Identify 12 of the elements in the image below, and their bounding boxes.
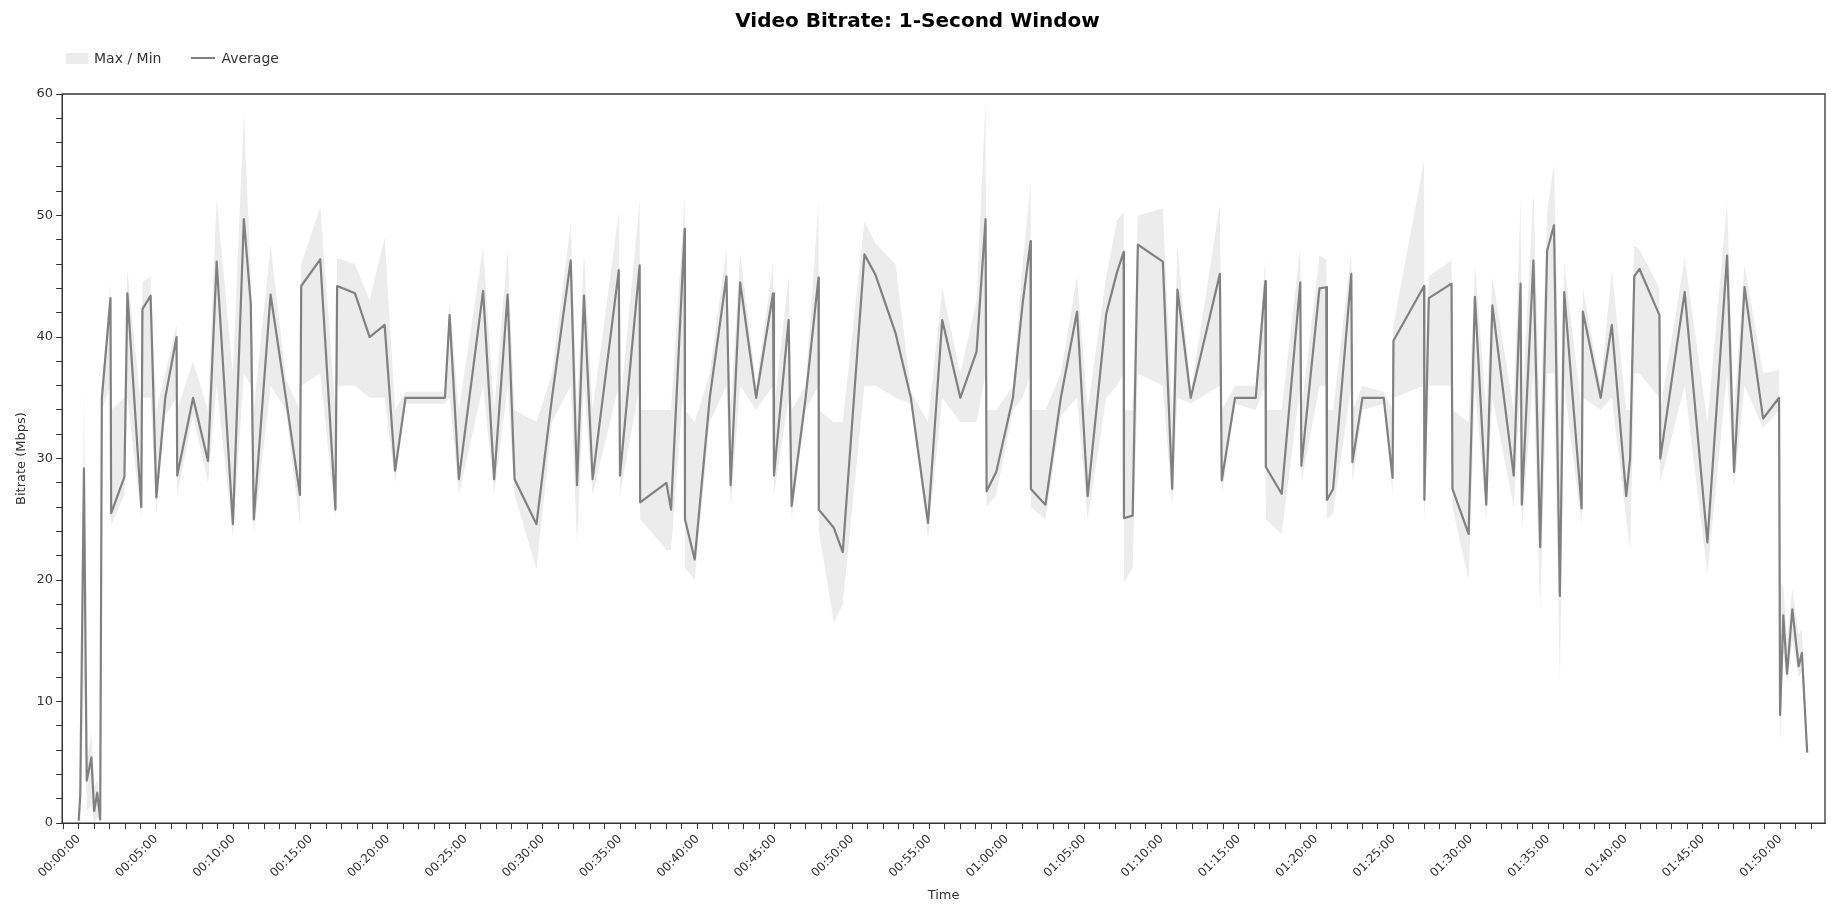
legend-label: Average — [221, 50, 279, 66]
y-tick-label: 10 — [36, 692, 54, 708]
y-axis-title: Bitrate (Mbps) — [13, 412, 29, 505]
text: Max / Min — [94, 50, 162, 66]
y-tick-label: 50 — [36, 206, 54, 222]
y-tick-label: 20 — [36, 571, 54, 587]
y-tick-label: 0 — [44, 814, 54, 830]
y-tick-label: 40 — [36, 328, 54, 344]
chart-title: Video Bitrate: 1-Second Window — [735, 8, 1100, 33]
y-tick-label: 60 — [36, 85, 54, 101]
y-tick-label: 30 — [36, 449, 54, 465]
x-axis-title: Time — [926, 886, 960, 902]
